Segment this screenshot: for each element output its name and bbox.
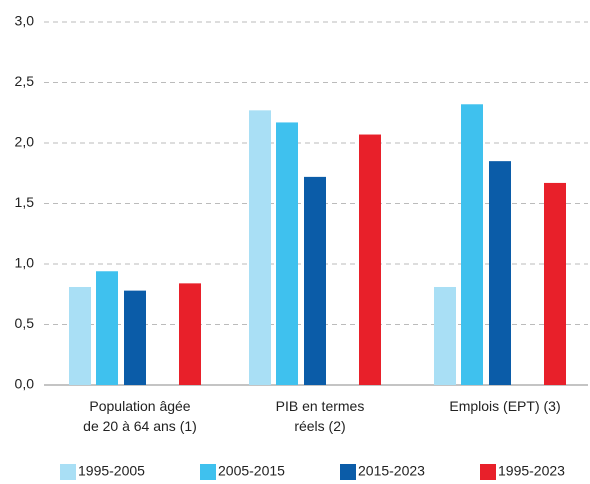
y-tick-label: 0,0 bbox=[15, 376, 35, 392]
y-tick-label: 1,0 bbox=[15, 255, 35, 271]
bar bbox=[489, 161, 511, 385]
bar bbox=[124, 290, 146, 385]
bar bbox=[249, 110, 271, 385]
legend-label: 1995-2005 bbox=[78, 463, 145, 479]
y-tick-label: 3,0 bbox=[15, 13, 35, 29]
legend-swatch bbox=[480, 464, 496, 480]
bar bbox=[359, 134, 381, 385]
bar bbox=[179, 283, 201, 385]
legend-label: 2005-2015 bbox=[218, 463, 285, 479]
legend-swatch bbox=[60, 464, 76, 480]
bar bbox=[69, 286, 91, 385]
bar bbox=[96, 271, 118, 385]
legend-swatch bbox=[340, 464, 356, 480]
y-tick-label: 0,5 bbox=[15, 315, 35, 331]
x-tick-label: Population âgée de 20 à 64 ans (1) bbox=[83, 398, 197, 434]
legend-swatch bbox=[200, 464, 216, 480]
bar bbox=[304, 176, 326, 385]
legend-label: 1995-2023 bbox=[498, 463, 565, 479]
bar bbox=[544, 182, 566, 385]
x-tick-label: PIB en termes réels (2) bbox=[275, 398, 365, 434]
bar bbox=[461, 104, 483, 385]
x-tick-label: Emplois (EPT) (3) bbox=[449, 398, 561, 414]
bar bbox=[276, 122, 298, 386]
y-tick-label: 1,5 bbox=[15, 194, 35, 210]
y-tick-label: 2,0 bbox=[15, 134, 35, 150]
bar bbox=[434, 286, 456, 385]
legend-label: 2015-2023 bbox=[358, 463, 425, 479]
y-tick-label: 2,5 bbox=[15, 73, 35, 89]
